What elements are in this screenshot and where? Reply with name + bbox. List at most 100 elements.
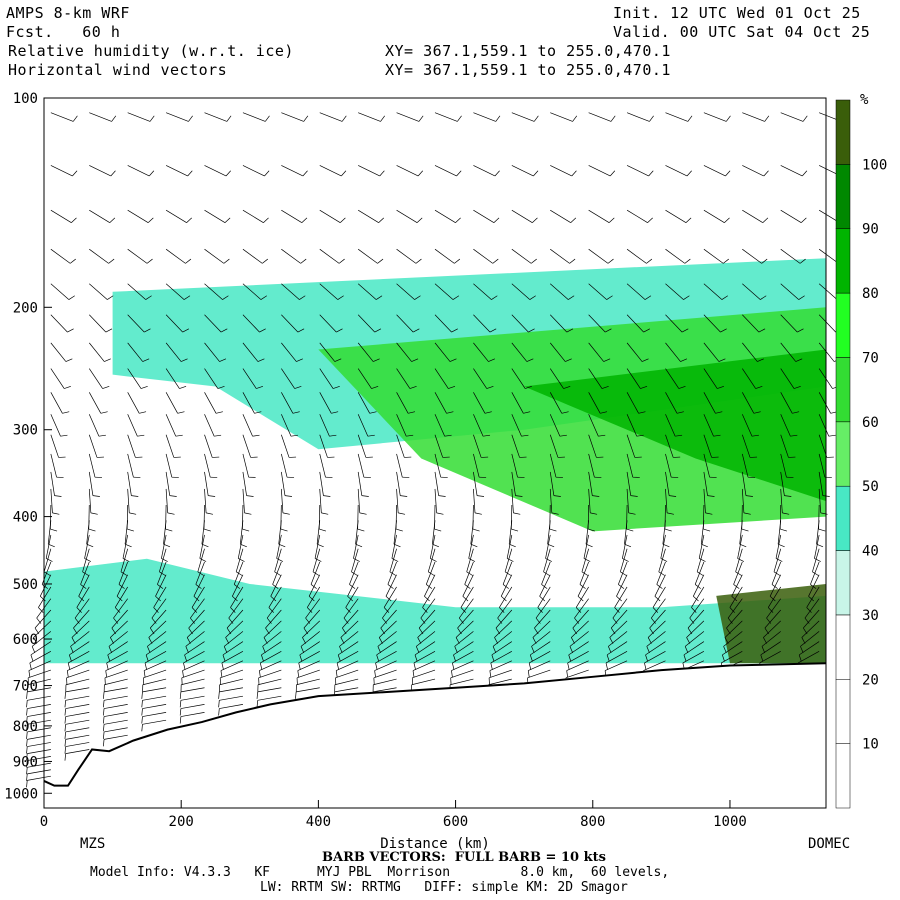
wind-barb [473, 314, 491, 333]
wind-barb [204, 434, 213, 458]
wind-barb-feather [262, 258, 268, 264]
wind-barb-feather [389, 571, 397, 576]
wind-barb-feather [798, 654, 802, 662]
wind-barb-feather [605, 328, 612, 333]
wind-barb [450, 678, 474, 686]
wind-barb [609, 620, 628, 638]
wind-barb [612, 598, 628, 619]
wind-barb-feather [137, 434, 145, 437]
wind-barb-feather [533, 170, 539, 177]
wind-barb [379, 620, 397, 638]
wind-barb-feather [569, 258, 576, 264]
wind-barb [124, 520, 129, 545]
wind-barb-feather [592, 495, 600, 497]
wind-barb-feather [500, 596, 507, 602]
wind-barb [65, 678, 90, 686]
wind-barb [568, 641, 589, 656]
wind-barb [588, 368, 603, 389]
wind-barb-feather [420, 617, 426, 624]
wind-barb [281, 165, 304, 177]
wind-barb [818, 342, 835, 362]
wind-barb [372, 687, 397, 693]
wind-barb [660, 534, 666, 559]
wind-barb [780, 471, 785, 496]
wind-barb [33, 620, 52, 638]
wind-barb-feather [644, 662, 647, 670]
wind-barb-feather [380, 115, 386, 122]
wind-barb-feather [295, 691, 297, 699]
wind-barb [242, 165, 265, 177]
wind-barb-feather [303, 115, 309, 122]
wind-barb [413, 651, 436, 664]
wind-barb-feather [760, 654, 764, 662]
wind-barb [88, 488, 92, 513]
wind-barb-feather [228, 617, 234, 624]
wind-barb [703, 283, 723, 300]
wind-barb [122, 534, 129, 559]
wind-barb-feather [686, 170, 692, 177]
wind-barb-feather [111, 115, 117, 122]
wind-barb [643, 660, 666, 671]
wind-barb [614, 586, 628, 608]
wind-barb-feather [680, 358, 688, 362]
wind-barb [204, 392, 217, 414]
wind-barb [818, 453, 826, 478]
wind-barb-feather [218, 691, 220, 699]
wind-barb [242, 314, 260, 333]
wind-barb [588, 314, 606, 333]
wind-barb-feather [71, 637, 76, 644]
wind-barb [396, 471, 401, 496]
wind-barb-feather [183, 295, 191, 300]
wind-barb-feather [553, 495, 561, 497]
wind-barb [396, 342, 412, 362]
wind-barb [67, 660, 90, 671]
terrain-line [43, 662, 827, 787]
wind-barb [153, 586, 167, 608]
wind-barb [665, 283, 684, 300]
wind-barb [729, 586, 743, 608]
wind-barb-feather [323, 495, 331, 497]
wind-barb [618, 561, 628, 585]
plot-frame [43, 97, 827, 809]
wind-barb-feather [131, 495, 139, 497]
wind-barb-feather [444, 434, 452, 437]
wind-barb [89, 112, 112, 122]
wind-barb-feather [297, 328, 305, 333]
wind-barb-feather [608, 217, 615, 223]
wind-barb-feather [263, 217, 269, 223]
wind-barb [696, 548, 705, 572]
wind-barb-feather [232, 596, 238, 602]
wind-barb [84, 534, 90, 559]
wind-barb [88, 414, 100, 437]
wind-barb [545, 534, 551, 559]
wind-barb-feather [106, 662, 109, 670]
wind-barb [737, 534, 743, 559]
wind-barb-feather [812, 571, 819, 576]
wind-barb [703, 248, 724, 264]
wind-barb [804, 598, 820, 619]
wind-barb [373, 678, 397, 686]
wind-barb [89, 165, 111, 177]
wind-barb [528, 660, 551, 671]
wind-barb [165, 414, 177, 437]
wind-barb [665, 112, 688, 122]
wind-barb [687, 609, 705, 629]
wind-barb [345, 586, 359, 608]
wind-barb [665, 209, 687, 223]
wind-barb [549, 434, 559, 458]
wind-barb [511, 314, 529, 333]
wind-barb-feather [26, 767, 28, 775]
wind-barb [50, 209, 72, 223]
wind-barb-feather [26, 760, 28, 768]
wind-barb [780, 248, 801, 264]
wind-barb [281, 314, 299, 333]
wind-barb-feather [568, 654, 572, 662]
wind-barb-feather [26, 753, 28, 761]
wind-barb [296, 669, 320, 679]
wind-barb [65, 704, 90, 709]
wind-barb-feather [259, 662, 263, 670]
wind-barb [70, 631, 90, 647]
wind-barb-feather [351, 571, 358, 576]
wind-barb-feather [183, 662, 186, 670]
wind-barb-feather [218, 708, 220, 716]
